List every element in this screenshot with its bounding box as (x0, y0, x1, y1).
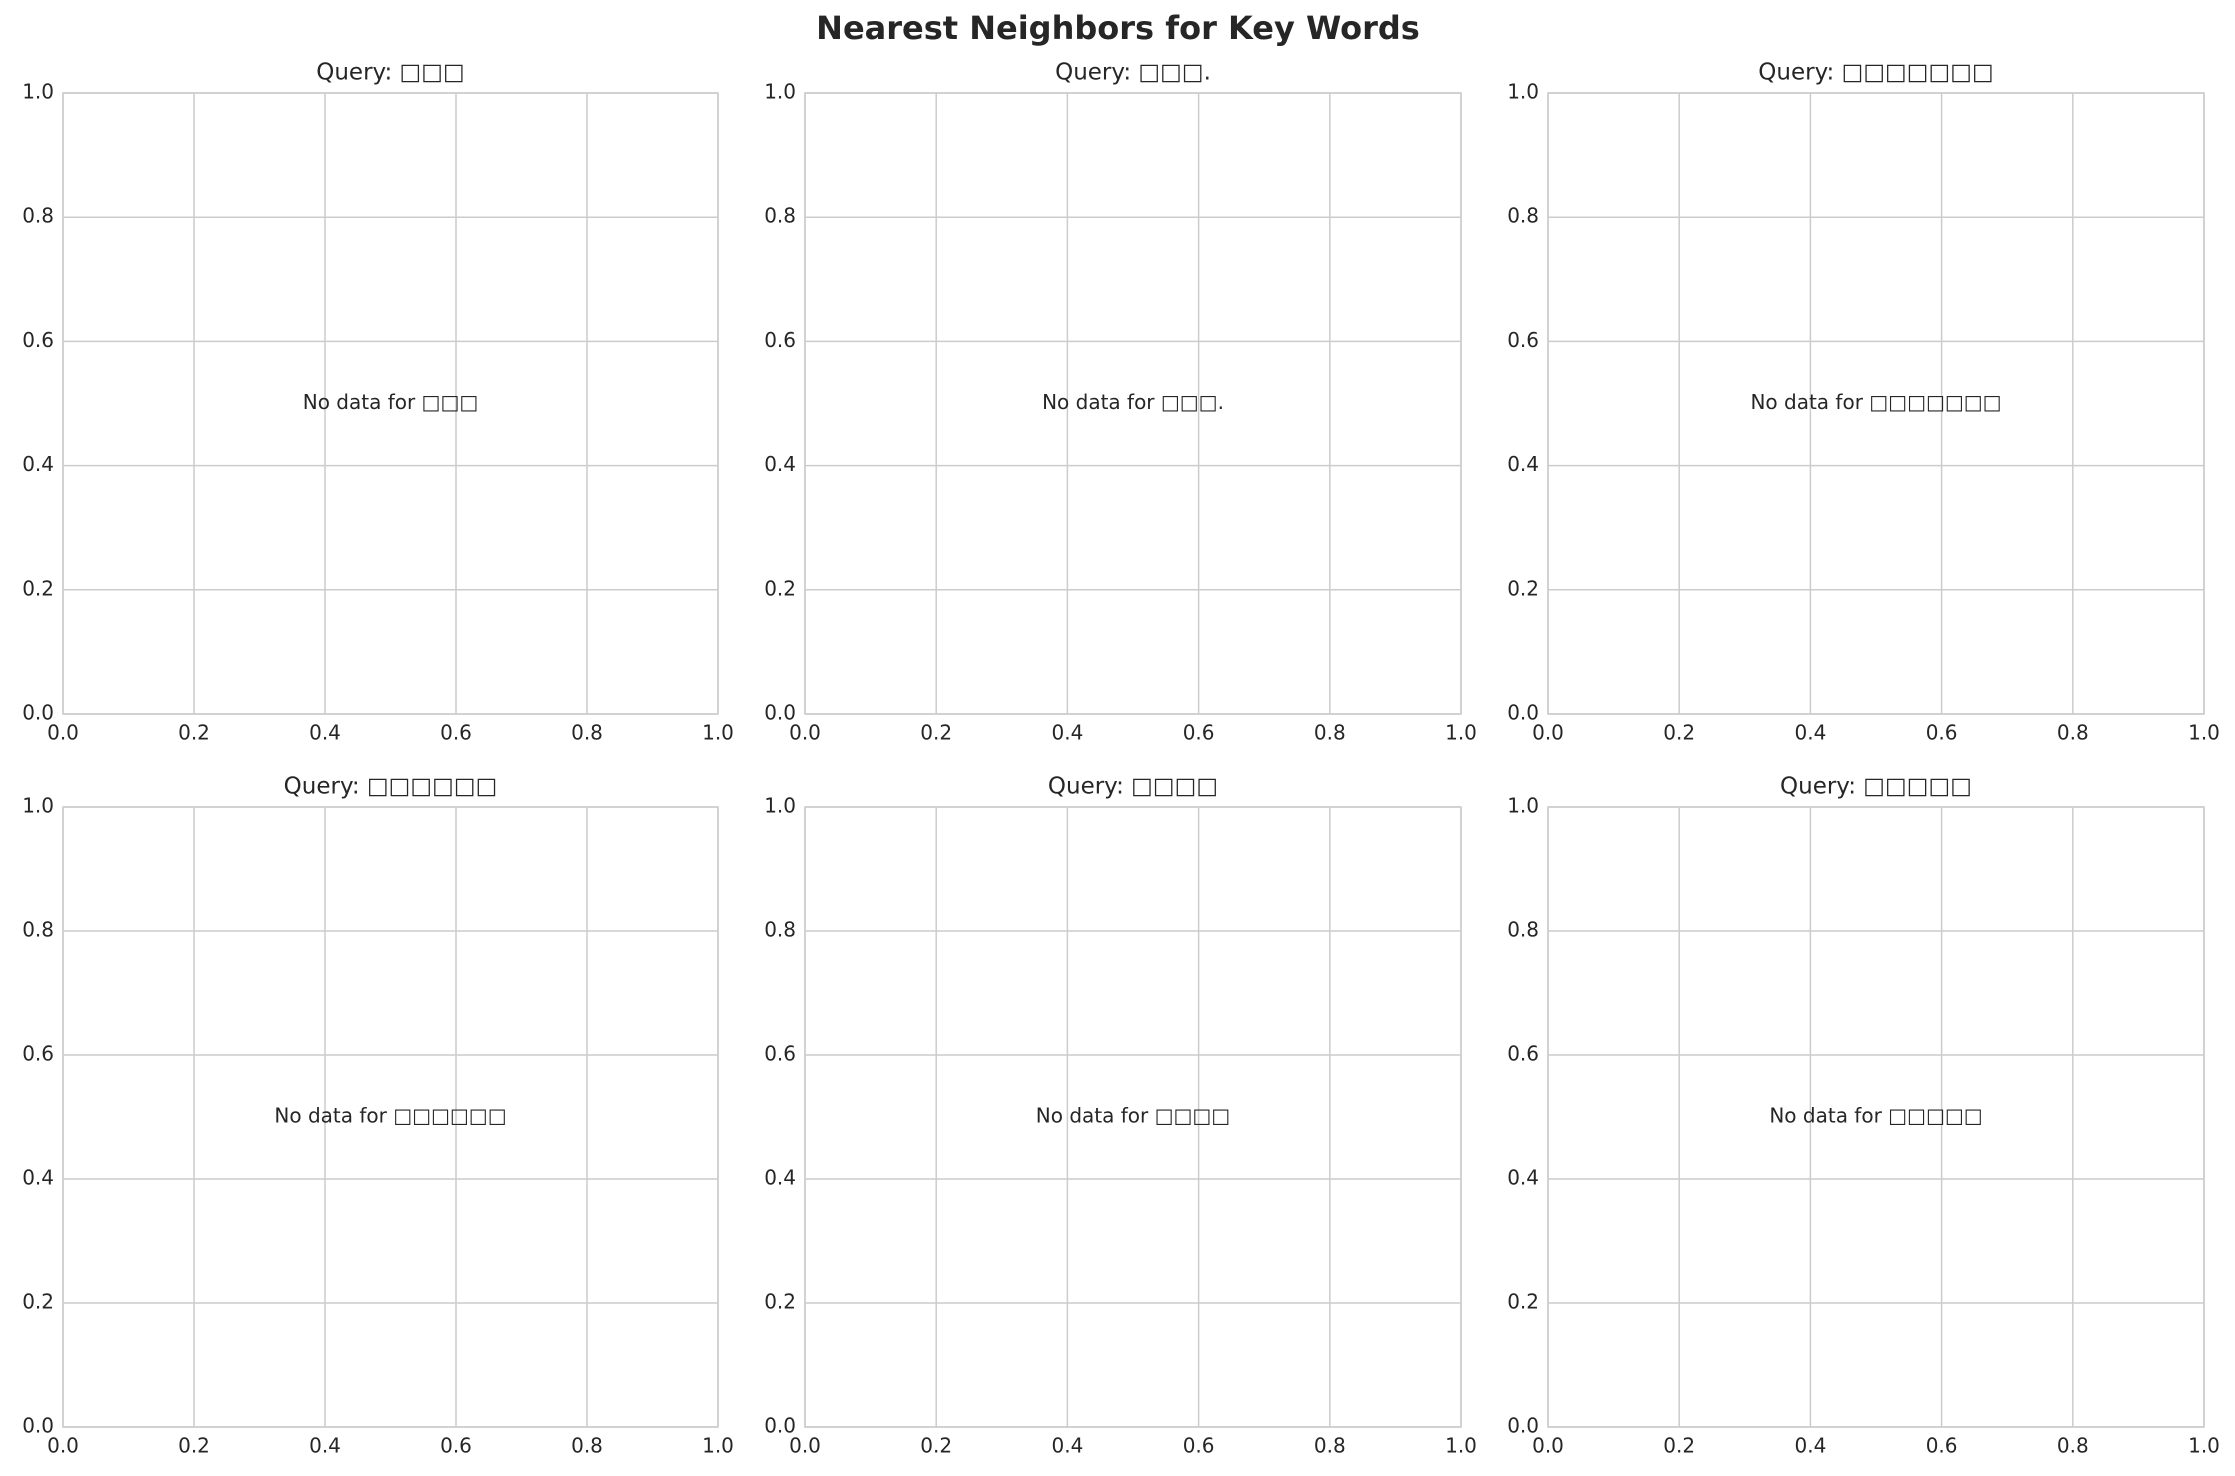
y-tick-label: 0.0 (1507, 701, 1539, 725)
y-tick-label: 0.2 (764, 576, 796, 600)
x-tick-label: 1.0 (1445, 721, 1477, 745)
x-tick-label: 0.8 (1314, 721, 1346, 745)
subplot-title: Query: □□□ (316, 60, 464, 86)
axes-frame (62, 806, 719, 1428)
subplot-title: Query: □□□□ (1048, 774, 1218, 800)
y-tick-label: 0.4 (764, 1166, 796, 1190)
y-tick-label: 0.6 (1507, 328, 1539, 352)
x-tick-label: 0.4 (309, 721, 341, 745)
y-tick-label: 0.6 (764, 1042, 796, 1066)
x-tick-label: 0.2 (1663, 1434, 1695, 1458)
x-tick-label: 0.2 (920, 721, 952, 745)
y-tick-label: 1.0 (1507, 794, 1539, 818)
x-tick-label: 1.0 (2188, 1434, 2220, 1458)
x-tick-label: 1.0 (702, 721, 734, 745)
y-tick-label: 0.0 (22, 701, 54, 725)
y-tick-label: 0.4 (1507, 452, 1539, 476)
y-tick-label: 0.2 (22, 576, 54, 600)
x-tick-label: 0.0 (789, 1434, 821, 1458)
x-tick-label: 0.4 (1051, 721, 1083, 745)
y-tick-label: 0.2 (1507, 1290, 1539, 1314)
annotation: No data for □□□□□□□ (1750, 390, 2001, 414)
x-tick-label: 1.0 (1445, 1434, 1477, 1458)
x-tick-label: 0.0 (1532, 721, 1564, 745)
y-tick-label: 0.0 (22, 1414, 54, 1438)
y-tick-label: 0.4 (1507, 1166, 1539, 1190)
y-tick-label: 1.0 (22, 80, 54, 104)
y-tick-label: 0.6 (22, 328, 54, 352)
y-tick-label: 1.0 (22, 794, 54, 818)
x-tick-label: 1.0 (2188, 721, 2220, 745)
y-tick-label: 0.0 (1507, 1414, 1539, 1438)
subplot-title: Query: □□□□□ (1780, 774, 1972, 800)
y-tick-label: 1.0 (1507, 80, 1539, 104)
figure-title: Nearest Neighbors for Key Words (816, 9, 1420, 47)
x-tick-label: 0.8 (571, 721, 603, 745)
subplot-title: Query: □□□□□□ (284, 774, 498, 800)
x-tick-label: 0.6 (440, 1434, 472, 1458)
y-tick-label: 0.6 (764, 328, 796, 352)
x-tick-label: 0.6 (440, 721, 472, 745)
axes-frame (804, 806, 1462, 1428)
axes-frame (62, 92, 719, 715)
y-tick-label: 0.0 (764, 1414, 796, 1438)
annotation: No data for □□□□ (1036, 1104, 1230, 1128)
y-tick-label: 0.8 (1507, 204, 1539, 228)
y-tick-label: 0.6 (22, 1042, 54, 1066)
y-tick-label: 0.8 (764, 204, 796, 228)
x-tick-label: 0.2 (178, 721, 210, 745)
x-tick-label: 0.0 (47, 1434, 79, 1458)
annotation: No data for □□□□□ (1769, 1104, 1982, 1128)
x-tick-label: 0.6 (1183, 721, 1215, 745)
x-tick-label: 0.4 (309, 1434, 341, 1458)
subplot-title: Query: □□□. (1055, 60, 1211, 86)
y-tick-label: 0.8 (1507, 918, 1539, 942)
subplot-title: Query: □□□□□□□ (1758, 60, 1993, 86)
y-tick-label: 1.0 (764, 80, 796, 104)
x-tick-label: 0.4 (1794, 1434, 1826, 1458)
x-tick-label: 0.8 (2057, 721, 2089, 745)
y-tick-label: 0.2 (764, 1290, 796, 1314)
x-tick-label: 0.2 (920, 1434, 952, 1458)
y-tick-label: 0.2 (1507, 576, 1539, 600)
annotation: No data for □□□□□□ (274, 1104, 506, 1128)
y-tick-label: 0.8 (764, 918, 796, 942)
axes-frame (1547, 806, 2205, 1428)
y-tick-label: 0.0 (764, 701, 796, 725)
y-tick-label: 0.8 (22, 918, 54, 942)
x-tick-label: 0.8 (1314, 1434, 1346, 1458)
annotation: No data for □□□ (303, 390, 479, 414)
y-tick-label: 1.0 (764, 794, 796, 818)
y-tick-label: 0.8 (22, 204, 54, 228)
x-tick-label: 0.8 (571, 1434, 603, 1458)
x-tick-label: 0.6 (1183, 1434, 1215, 1458)
x-tick-label: 0.2 (1663, 721, 1695, 745)
y-tick-label: 0.2 (22, 1290, 54, 1314)
x-tick-label: 0.8 (2057, 1434, 2089, 1458)
x-tick-label: 0.2 (178, 1434, 210, 1458)
y-tick-label: 0.4 (22, 1166, 54, 1190)
y-tick-label: 0.4 (22, 452, 54, 476)
x-tick-label: 0.0 (789, 721, 821, 745)
annotation: No data for □□□. (1042, 390, 1224, 414)
x-tick-label: 0.6 (1926, 1434, 1958, 1458)
x-tick-label: 0.4 (1794, 721, 1826, 745)
x-tick-label: 0.6 (1926, 721, 1958, 745)
x-tick-label: 0.4 (1051, 1434, 1083, 1458)
y-tick-label: 0.4 (764, 452, 796, 476)
axes-frame (804, 92, 1462, 715)
axes-frame (1547, 92, 2205, 715)
x-tick-label: 0.0 (1532, 1434, 1564, 1458)
x-tick-label: 0.0 (47, 721, 79, 745)
y-tick-label: 0.6 (1507, 1042, 1539, 1066)
x-tick-label: 1.0 (702, 1434, 734, 1458)
